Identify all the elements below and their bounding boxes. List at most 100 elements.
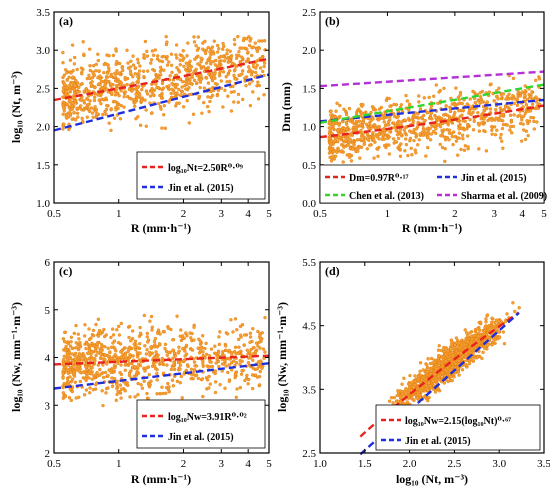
scatter-point xyxy=(434,131,438,136)
scatter-point xyxy=(457,127,461,131)
scatter-point xyxy=(239,372,244,376)
scatter-point xyxy=(499,96,504,101)
scatter-point xyxy=(160,356,165,361)
scatter-point xyxy=(445,135,449,140)
scatter-point xyxy=(88,386,92,390)
series-line-purple xyxy=(319,70,545,88)
scatter-point xyxy=(258,383,262,387)
scatter-point xyxy=(407,387,411,392)
x-tick-label: 3 xyxy=(219,458,225,470)
scatter-point xyxy=(483,108,487,113)
scatter-point xyxy=(155,54,160,58)
x-tick-label: 2.0 xyxy=(403,458,417,470)
scatter-point xyxy=(498,136,503,140)
scatter-point xyxy=(151,92,155,96)
scatter-point xyxy=(221,362,226,366)
scatter-point xyxy=(442,113,446,117)
scatter-point xyxy=(523,93,527,98)
scatter-point xyxy=(337,135,341,140)
scatter-point xyxy=(342,107,346,112)
scatter-point xyxy=(71,364,75,368)
scatter-point xyxy=(190,331,194,336)
scatter-point xyxy=(134,95,139,100)
scatter-point xyxy=(97,82,101,86)
scatter-point xyxy=(114,83,119,88)
scatter-point xyxy=(195,48,200,52)
scatter-point xyxy=(130,89,134,93)
scatter-point xyxy=(369,126,373,131)
scatter-point xyxy=(190,75,195,79)
scatter-point xyxy=(427,381,431,385)
scatter-point xyxy=(170,87,174,92)
scatter-point xyxy=(163,126,168,131)
scatter-point xyxy=(228,49,232,53)
scatter-point xyxy=(344,138,348,143)
scatter-point xyxy=(439,348,444,353)
scatter-point xyxy=(97,98,102,102)
scatter-point xyxy=(114,49,118,53)
scatter-point xyxy=(243,76,247,80)
scatter-point xyxy=(509,120,513,124)
scatter-point xyxy=(422,127,426,132)
scatter-point xyxy=(251,327,255,331)
scatter-point xyxy=(64,101,68,106)
x-tick-label: 2 xyxy=(181,208,187,220)
scatter-point xyxy=(75,111,80,116)
scatter-point xyxy=(180,79,185,84)
scatter-point xyxy=(350,140,355,145)
scatter-point xyxy=(63,348,68,353)
scatter-point xyxy=(150,49,155,53)
scatter-point xyxy=(72,62,77,66)
x-tick-label: 3 xyxy=(219,208,225,220)
scatter-point xyxy=(460,368,465,372)
scatter-point xyxy=(71,80,75,85)
scatter-point xyxy=(400,382,404,386)
scatter-point xyxy=(120,65,125,70)
scatter-point xyxy=(136,61,141,65)
scatter-point xyxy=(463,144,467,148)
scatter-point xyxy=(128,369,133,373)
scatter-point xyxy=(457,136,461,140)
scatter-point xyxy=(458,93,462,97)
scatter-point xyxy=(178,381,183,385)
scatter-point xyxy=(78,379,83,384)
scatter-point xyxy=(523,137,528,142)
scatter-point xyxy=(419,388,423,393)
scatter-point xyxy=(61,127,65,131)
scatter-point xyxy=(256,97,261,101)
scatter-point xyxy=(344,112,349,117)
scatter-point xyxy=(84,346,88,351)
scatter-point xyxy=(351,125,356,129)
scatter-point xyxy=(392,395,396,400)
scatter-point xyxy=(190,72,195,76)
scatter-point xyxy=(149,58,154,62)
scatter-point xyxy=(253,349,258,354)
scatter-point xyxy=(102,70,106,75)
scatter-point xyxy=(433,113,437,118)
scatter-point xyxy=(61,385,65,390)
scatter-point xyxy=(158,69,163,74)
scatter-point xyxy=(125,48,129,52)
scatter-point xyxy=(356,149,360,153)
scatter-point xyxy=(73,380,78,384)
scatter-point xyxy=(447,138,451,142)
scatter-point xyxy=(74,358,79,362)
scatter-point xyxy=(436,348,441,352)
scatter-point xyxy=(407,102,412,106)
scatter-point xyxy=(145,348,149,352)
scatter-point xyxy=(474,337,478,341)
scatter-point xyxy=(204,352,209,357)
scatter-point xyxy=(409,396,414,400)
scatter-point xyxy=(91,71,95,76)
scatter-point xyxy=(191,112,196,117)
scatter-point xyxy=(209,53,213,57)
scatter-point xyxy=(156,101,161,106)
scatter-point xyxy=(449,347,453,351)
scatter-point xyxy=(387,399,392,403)
x-tick-label: 5 xyxy=(266,208,272,220)
scatter-point xyxy=(249,53,254,58)
scatter-point xyxy=(396,136,401,141)
scatter-point xyxy=(517,306,521,310)
scatter-point xyxy=(240,68,245,73)
scatter-point xyxy=(420,130,424,134)
